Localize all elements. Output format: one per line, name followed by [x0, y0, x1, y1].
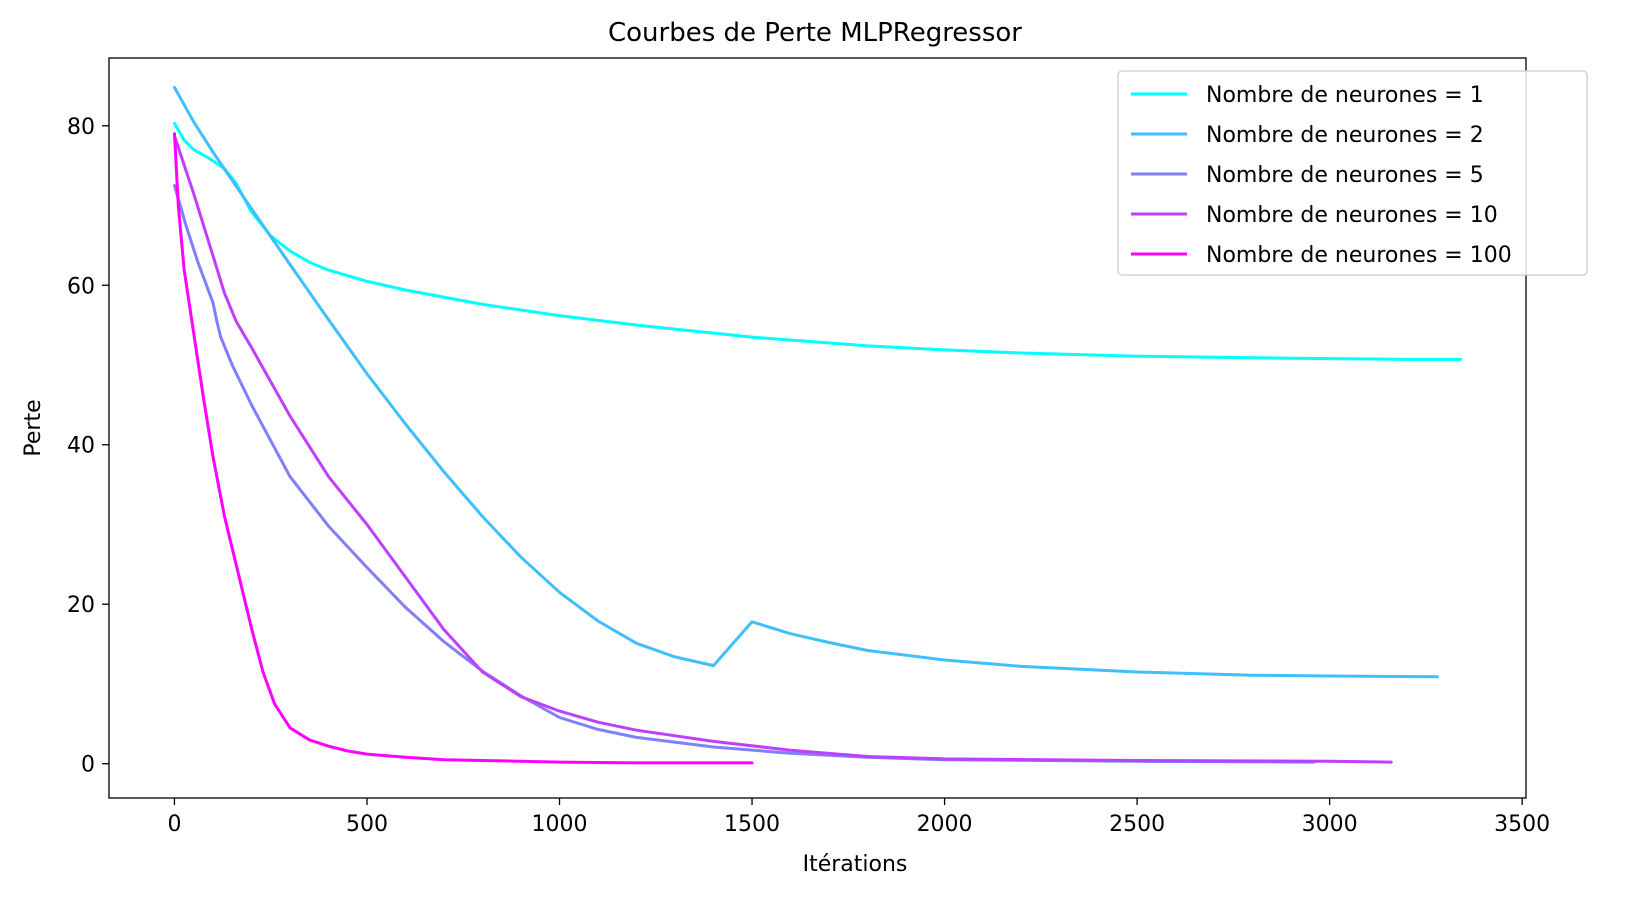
legend: Nombre de neurones = 1 Nombre de neurones…	[1117, 70, 1588, 276]
legend-label-2: Nombre de neurones = 5	[1206, 163, 1484, 188]
legend-label-4: Nombre de neurones = 100	[1206, 243, 1512, 268]
legend-box	[1117, 70, 1588, 276]
y-tick-label-4: 80	[67, 115, 95, 140]
series-line-2	[173, 184, 1316, 764]
x-tick-label-0: 0	[167, 812, 181, 837]
y-tick-label-2: 40	[67, 434, 95, 459]
x-tick-label-7: 3500	[1494, 812, 1550, 837]
x-tick-label-4: 2000	[917, 812, 973, 837]
x-tick-label-5: 2500	[1109, 812, 1165, 837]
legend-label-1: Nombre de neurones = 2	[1206, 123, 1484, 148]
series-line-0	[173, 121, 1462, 361]
legend-label-3: Nombre de neurones = 10	[1206, 203, 1498, 228]
series-line-1	[173, 86, 1439, 679]
y-tick-label-0: 0	[81, 753, 95, 778]
y-axis-label: Perte	[21, 399, 46, 456]
x-tick-label-1: 500	[346, 812, 388, 837]
x-tick-label-3: 1500	[724, 812, 780, 837]
y-tick-label-1: 20	[67, 593, 95, 618]
x-axis-ticks: 0 500 1000 1500 2000 2500 3000 3500	[167, 798, 1550, 837]
series-line-4	[173, 132, 754, 765]
y-axis-ticks: 0 20 40 60 80	[67, 115, 109, 778]
legend-label-0: Nombre de neurones = 1	[1206, 83, 1484, 108]
series-line-3	[173, 134, 1393, 764]
series-layer	[173, 86, 1462, 765]
x-axis-label: Itérations	[803, 852, 908, 877]
y-tick-label-3: 60	[67, 274, 95, 299]
chart-title: Courbes de Perte MLPRegressor	[608, 18, 1022, 48]
x-tick-label-2: 1000	[532, 812, 588, 837]
x-tick-label-6: 3000	[1302, 812, 1358, 837]
plot-area-frame	[108, 57, 1527, 799]
